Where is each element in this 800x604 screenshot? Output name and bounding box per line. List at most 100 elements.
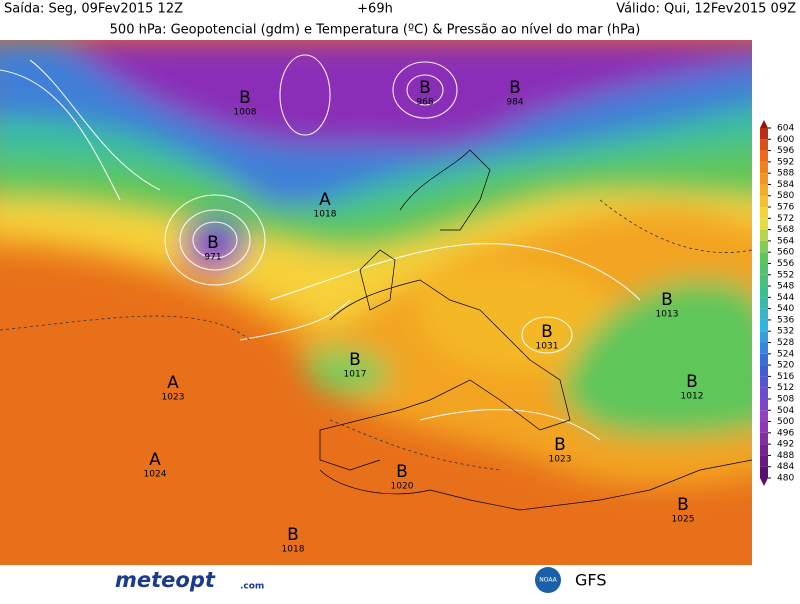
- colorbar-segment: [760, 161, 768, 174]
- colorbar-label: 528: [777, 338, 794, 348]
- center-letter: A: [319, 190, 331, 210]
- colorbar-segment: [760, 432, 768, 445]
- colorbar-segment: [760, 455, 768, 467]
- colorbar-label: 592: [777, 157, 794, 167]
- center-pressure: 1018: [282, 545, 305, 555]
- colorbar-label: 568: [777, 225, 794, 235]
- colorbar-label: 584: [777, 180, 794, 190]
- colorbar-label: 548: [777, 282, 794, 292]
- colorbar-label: 488: [777, 451, 794, 461]
- colorbar-segment: [760, 207, 768, 219]
- center-letter: A: [167, 373, 179, 393]
- colorbar-segment: [760, 150, 768, 162]
- colorbar-segment: [760, 387, 768, 399]
- colorbar-label: 564: [777, 236, 794, 246]
- colorbar-segment: [760, 342, 768, 354]
- colorbar-segment: [760, 410, 768, 422]
- model-name: GFS: [575, 571, 606, 590]
- colorbar-segment: [760, 308, 768, 320]
- center-pressure: 1031: [536, 342, 559, 352]
- pressure-centers: B1008A1018B971B968B984B1017A1023A1024B10…: [144, 78, 704, 555]
- colorbar-label: 524: [777, 349, 794, 359]
- valid-time: Válido: Qui, 12Fev2015 09Z: [616, 2, 796, 17]
- center-letter: B: [686, 372, 698, 392]
- center-pressure: 1023: [162, 393, 185, 403]
- colorbar-segment: [760, 263, 768, 275]
- colorbar-label: 588: [777, 169, 794, 179]
- center-letter: B: [554, 435, 566, 455]
- center-letter: B: [677, 495, 689, 515]
- center-pressure: 968: [416, 98, 433, 108]
- colorbar-segment: [760, 466, 768, 478]
- colorbar-label: 544: [777, 293, 794, 303]
- agency-logo: [535, 567, 561, 593]
- colorbar-label: 500: [777, 417, 794, 427]
- colorbar-segment: [760, 319, 768, 332]
- colorbar-segment: [760, 365, 768, 377]
- colorbar-segment: [760, 444, 768, 456]
- center-letter: B: [207, 233, 219, 253]
- center-pressure: 984: [506, 98, 523, 108]
- center-pressure: 1020: [391, 482, 414, 492]
- colorbar-segment: [760, 297, 768, 309]
- colorbar-label: 572: [777, 214, 794, 224]
- center-pressure: 1017: [344, 370, 367, 380]
- colorbar-label: 512: [777, 383, 794, 393]
- colorbar-segment: [760, 398, 768, 411]
- colorbar-segment: [760, 173, 768, 185]
- colorbar-label: 600: [777, 135, 794, 145]
- colorbar-label: 504: [777, 406, 794, 416]
- brand-suffix: .com: [240, 582, 264, 592]
- colorbar-segment: [760, 252, 768, 264]
- center-pressure: 1018: [314, 210, 337, 220]
- center-pressure: 971: [204, 253, 221, 263]
- center-pressure: 1023: [549, 455, 572, 465]
- colorbar-segment: [760, 331, 768, 343]
- colorbar-label: 552: [777, 270, 794, 280]
- colorbar-cap: [760, 120, 768, 128]
- center-letter: A: [149, 450, 161, 470]
- center-pressure: 1012: [681, 392, 704, 402]
- map-field: [0, 40, 752, 565]
- colorbar-label: 516: [777, 372, 794, 382]
- colorbar-segment: [760, 195, 768, 208]
- center-pressure: 1025: [672, 515, 695, 525]
- colorbar-segment: [760, 139, 768, 151]
- center-letter: B: [396, 462, 408, 482]
- center-pressure: 1024: [144, 470, 167, 480]
- center-letter: B: [541, 322, 553, 342]
- colorbar-label: 556: [777, 259, 794, 269]
- center-pressure: 1013: [656, 310, 679, 320]
- center-letter: B: [661, 290, 673, 310]
- colorbar-segment: [760, 353, 768, 366]
- colorbar-segment: [760, 421, 768, 433]
- issued-time: Saída: Seg, 09Fev2015 12Z: [4, 2, 183, 17]
- colorbar-segment: [760, 376, 768, 388]
- colorbar-label: 576: [777, 203, 794, 213]
- colorbar-segment: [760, 229, 768, 241]
- map-title: 500 hPa: Geopotencial (gdm) e Temperatur…: [110, 23, 641, 38]
- colorbar-label: 560: [777, 248, 794, 258]
- colorbar-label: 508: [777, 394, 794, 404]
- colorbar-label: 492: [777, 440, 794, 450]
- center-letter: B: [349, 350, 361, 370]
- colorbar-segment: [760, 240, 768, 253]
- center-letter: B: [509, 78, 521, 98]
- colorbar: 4804844884924965005045085125165205245285…: [760, 120, 794, 486]
- colorbar-label: 484: [777, 462, 794, 472]
- colorbar-label: 536: [777, 315, 794, 325]
- lead-time: +69h: [357, 2, 393, 17]
- colorbar-label: 540: [777, 304, 794, 314]
- colorbar-label: 480: [777, 474, 794, 484]
- colorbar-label: 580: [777, 191, 794, 201]
- center-letter: B: [239, 88, 251, 108]
- colorbar-label: 596: [777, 146, 794, 156]
- colorbar-label: 532: [777, 327, 794, 337]
- colorbar-segment: [760, 286, 768, 298]
- center-pressure: 1008: [234, 108, 257, 118]
- agency-name: NOAA: [539, 577, 557, 584]
- colorbar-label: 520: [777, 361, 794, 371]
- colorbar-segment: [760, 218, 768, 230]
- colorbar-label: 604: [777, 124, 794, 134]
